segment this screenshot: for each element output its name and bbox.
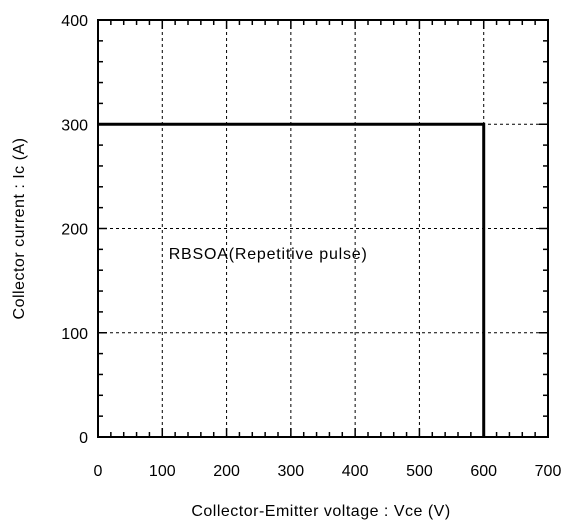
y-tick-label: 400 [61,13,88,30]
x-tick-label: 400 [342,463,369,480]
x-tick-label: 700 [535,463,562,480]
x-tick-label: 200 [213,463,240,480]
y-axis-label: Collector current : Ic (A) [11,138,28,320]
x-tick-label: 300 [278,463,305,480]
tick-labels: 0 100 200 300 400 500 600 700 0 100 200 300 400 [61,13,561,480]
plot-frame [97,19,549,438]
x-tick-label: 0 [94,463,103,480]
x-tick-label: 100 [149,463,176,480]
rbsoa-boundary-line [98,122,486,437]
rbsoa-annotation: RBSOA(Repetitive pulse) [169,246,368,263]
x-tick-label: 500 [406,463,433,480]
y-tick-label: 200 [61,222,88,239]
y-tick-label: 0 [79,430,88,447]
series-layer [98,122,486,437]
annotations: RBSOA(Repetitive pulse) [169,246,368,263]
grid [98,20,548,437]
y-tick-label: 300 [61,117,88,134]
y-tick-label: 100 [61,326,88,343]
x-axis-label: Collector-Emitter voltage : Vce (V) [191,503,450,520]
x-tick-label: 600 [470,463,497,480]
